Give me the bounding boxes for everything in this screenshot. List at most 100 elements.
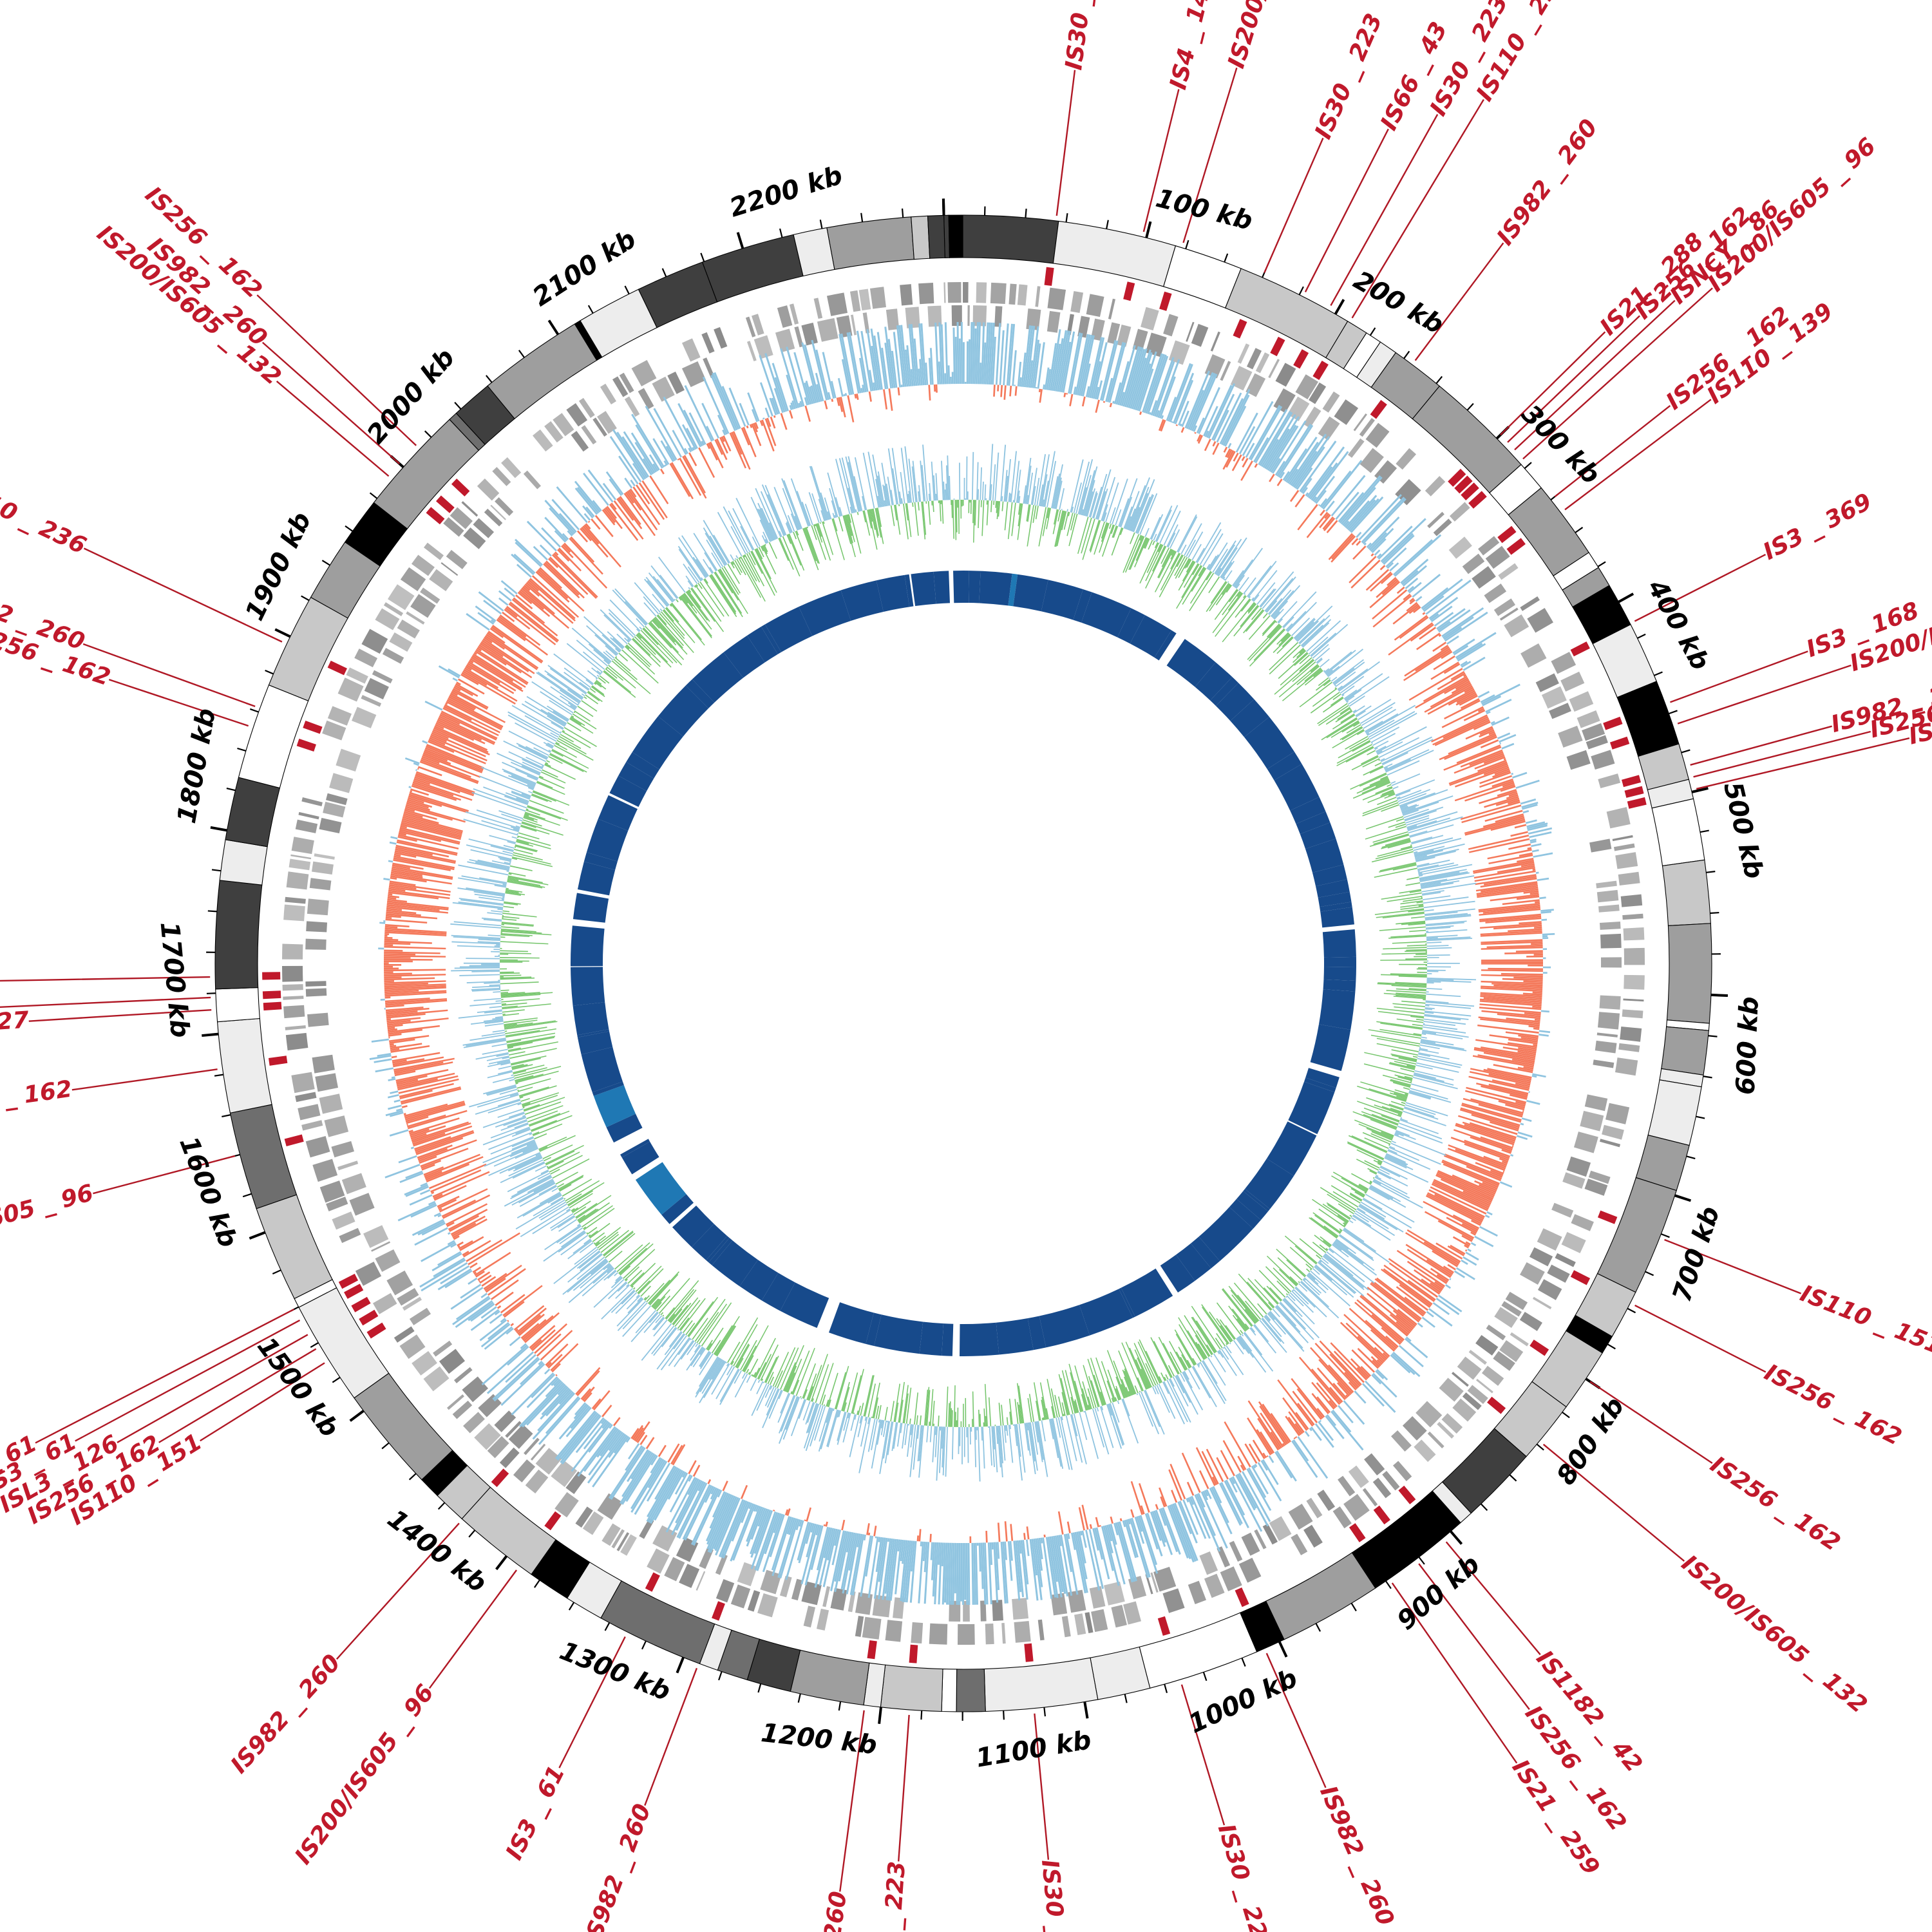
gc-skew-bar (1225, 448, 1231, 458)
gc-skew-bar (623, 431, 652, 476)
gc-content-bar (1208, 554, 1219, 571)
gc-content-bar (1180, 1373, 1186, 1382)
gc-skew-bar (453, 686, 461, 692)
gc-skew-bar (429, 737, 446, 746)
axis-minor-tick (424, 430, 432, 438)
gc-content-bar (614, 1272, 618, 1276)
gc-skew-bar (825, 1521, 828, 1527)
gc-content-bar (511, 836, 517, 839)
gc-skew-bar (1197, 434, 1202, 442)
gene-block (1558, 725, 1583, 748)
gc-skew-bar (1186, 1498, 1189, 1503)
is-insertion-marks (262, 267, 1647, 1663)
gc-content-bar (500, 952, 531, 954)
gene-block (1468, 1349, 1487, 1365)
gc-skew-bar (378, 947, 384, 950)
gc-skew-bar (663, 464, 667, 467)
gc-content-bar (1321, 1257, 1329, 1264)
gene-block (943, 282, 946, 303)
gc-content-bar (1340, 706, 1350, 715)
gc-skew-bar (632, 486, 661, 526)
gc-skew-bar (384, 951, 440, 954)
gc-content-bar (1406, 944, 1427, 947)
gc-skew-bar (1405, 1336, 1412, 1342)
gc-skew-bar (838, 1531, 850, 1582)
gc-skew-bar (1370, 1329, 1396, 1352)
gene-block (397, 619, 420, 639)
gc-content-bar (1220, 537, 1247, 578)
gc-skew-bar (688, 452, 697, 467)
gc-content-bar (643, 1296, 647, 1300)
gc-content-bar (1416, 901, 1423, 904)
gc-skew-bar (630, 1450, 650, 1480)
gc-content-bar (494, 945, 500, 947)
gc-skew-bar (450, 1243, 457, 1248)
gc-skew-bar (528, 579, 576, 621)
gc-content-bar (497, 1098, 520, 1107)
gc-content-bar (1081, 517, 1092, 554)
gc-content-bar (502, 1003, 551, 1010)
gc-skew-bar (1356, 531, 1362, 538)
gc-content-bar (1009, 1398, 1013, 1425)
gc-skew-bar (976, 1542, 979, 1546)
gc-content-bar (711, 1359, 724, 1380)
gc-content-bar (703, 1361, 726, 1399)
gc-content-bar (1378, 1170, 1408, 1187)
gc-content-bar (1391, 1141, 1396, 1144)
gc-content-bar (603, 1231, 634, 1257)
gc-skew-bar (1445, 1284, 1452, 1289)
gc-content-bar (1130, 532, 1135, 544)
gc-content-bar (1061, 511, 1067, 531)
gc-content-bar (884, 1406, 888, 1421)
gc-content-bar (516, 743, 548, 759)
gc-content-bar (1409, 830, 1428, 837)
gc-content-bar (1347, 676, 1390, 705)
gc-content-bar (1274, 609, 1284, 620)
gc-skew-bar (384, 967, 399, 970)
gc-content-bar (1245, 610, 1265, 632)
gc-content-bar (679, 596, 712, 639)
gc-skew-bar (605, 471, 624, 495)
gene-block (505, 1421, 522, 1438)
gc-content-bar (1198, 1362, 1200, 1365)
gc-content-bar (1326, 669, 1333, 676)
gc-content-bar (598, 677, 606, 684)
gene-block (295, 819, 318, 833)
axis-minor-tick (1003, 1710, 1005, 1720)
gc-content-bar (1247, 603, 1257, 614)
gc-content-bar (1377, 983, 1427, 987)
gc-content-bar (1381, 739, 1434, 764)
gc-skew-bar (446, 701, 502, 730)
gc-content-bar (1044, 451, 1056, 507)
gc-content-bar (1336, 1238, 1356, 1255)
gc-content-bar (1124, 1370, 1135, 1395)
gc-content-bar (1331, 1175, 1365, 1196)
gc-skew-bar (384, 980, 446, 985)
gc-skew-bar (475, 1270, 485, 1278)
gc-content-bar (1356, 779, 1390, 794)
gc-content-bar (1400, 1118, 1408, 1122)
gc-content-bar (508, 1112, 525, 1118)
gc-content-bar (1386, 1153, 1406, 1163)
gc-content-ring (450, 444, 1477, 1482)
gc-skew-bar (1338, 491, 1365, 522)
gc-skew-bar (473, 652, 477, 656)
gc-skew-bar (869, 370, 874, 392)
gc-content-bar (1222, 576, 1226, 580)
gc-skew-bar (570, 1405, 591, 1429)
gc-content-bar (1244, 593, 1246, 595)
gc-content-bar (500, 957, 540, 959)
gc-skew-bar (919, 359, 923, 386)
gene-block (1451, 1372, 1469, 1387)
gc-content-bar (1000, 444, 1007, 502)
gc-content-bar (1372, 831, 1408, 843)
gene-block (1084, 1612, 1094, 1634)
gc-content-bar (1375, 786, 1392, 795)
gc-content-bar (1130, 536, 1145, 570)
gc-skew-bar (1542, 972, 1548, 974)
gene-block (1425, 476, 1446, 497)
gc-skew-bar (1531, 843, 1542, 848)
gene-block (402, 1296, 422, 1311)
gc-content-bar (627, 643, 652, 666)
gc-skew-bar (386, 1007, 430, 1014)
